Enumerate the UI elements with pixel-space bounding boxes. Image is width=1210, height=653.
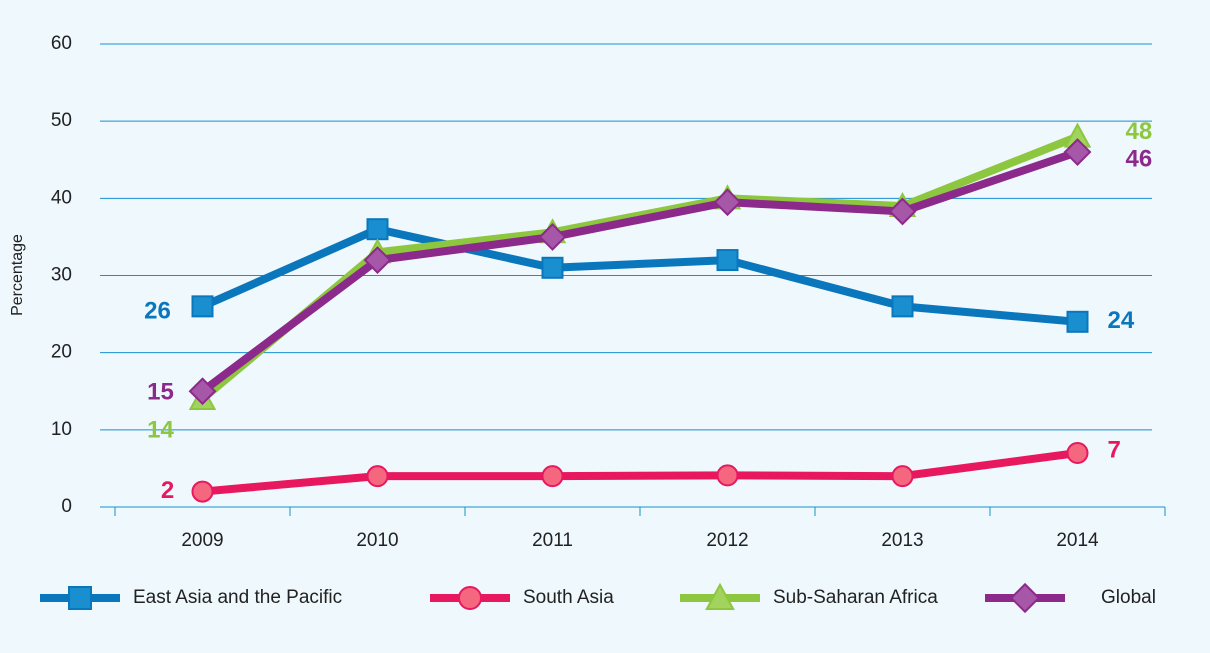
x-tick-label: 2013	[881, 530, 923, 551]
series-line	[202, 449, 1079, 496]
series-line	[200, 225, 1078, 326]
marker	[541, 256, 564, 279]
marker	[716, 249, 739, 272]
marker	[1066, 310, 1089, 333]
marker	[1066, 441, 1089, 464]
marker	[891, 295, 914, 318]
series-line	[200, 148, 1079, 395]
data-label: 48	[1126, 118, 1153, 145]
y-axis-label: Percentage	[9, 234, 26, 316]
marker	[891, 465, 914, 488]
data-label: 24	[1108, 307, 1135, 334]
legend-label: South Asia	[523, 587, 614, 608]
marker	[888, 197, 917, 226]
x-tick-label: 2010	[356, 530, 398, 551]
marker	[713, 188, 742, 217]
y-tick-label: 50	[51, 110, 72, 131]
data-label: 14	[147, 416, 174, 443]
x-tick-label: 2009	[181, 530, 223, 551]
marker	[541, 465, 564, 488]
legend-label: East Asia and the Pacific	[133, 587, 342, 608]
data-label: 15	[147, 379, 174, 406]
x-tick-label: 2014	[1056, 530, 1099, 551]
marker	[366, 465, 389, 488]
legend-marker	[68, 586, 92, 610]
marker	[1063, 138, 1092, 166]
legend-marker	[458, 586, 482, 610]
y-tick-label: 10	[51, 419, 72, 440]
y-tick-label: 0	[61, 496, 72, 517]
legend-marker	[705, 582, 735, 610]
series-line	[199, 132, 1079, 403]
data-label: 26	[144, 298, 171, 325]
y-tick-label: 40	[51, 187, 72, 208]
y-tick-label: 20	[51, 342, 72, 363]
legend-label: Sub-Saharan Africa	[773, 587, 938, 608]
marker	[188, 377, 217, 406]
marker	[366, 218, 389, 241]
x-tick-label: 2011	[532, 530, 573, 551]
marker	[191, 480, 214, 503]
y-tick-label: 60	[51, 33, 72, 54]
marker	[191, 295, 214, 318]
marker	[538, 223, 567, 251]
data-label: 2	[161, 477, 174, 504]
legend-marker	[1009, 582, 1041, 614]
marker	[363, 246, 392, 274]
data-label: 7	[1108, 436, 1121, 463]
x-tick-label: 2012	[706, 530, 748, 551]
y-tick-label: 30	[51, 265, 72, 286]
data-label: 46	[1126, 145, 1153, 172]
legend-label: Global	[1101, 587, 1156, 608]
marker	[716, 464, 739, 487]
